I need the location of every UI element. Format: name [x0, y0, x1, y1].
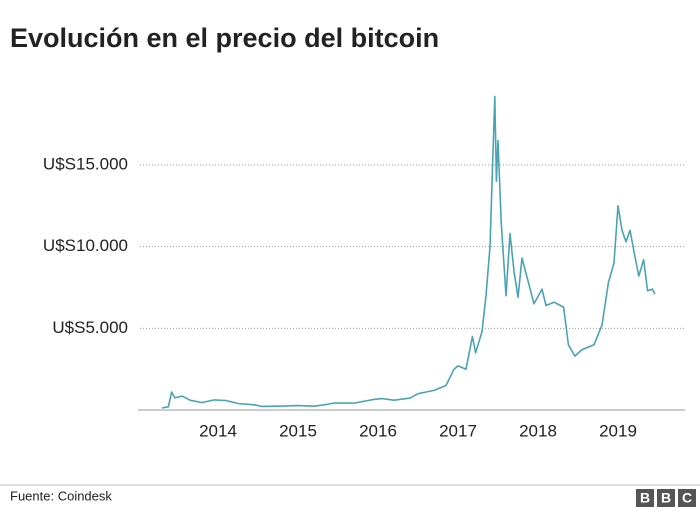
logo-letter: B	[640, 490, 650, 506]
logo-box	[657, 489, 675, 507]
x-tick-label: 2019	[599, 421, 637, 440]
y-tick-label: U$S10.000	[43, 236, 128, 255]
x-tick-label: 2016	[359, 421, 397, 440]
source: Fuente: Coindesk	[10, 488, 112, 503]
x-tick-label: 2014	[199, 421, 237, 440]
logo-box	[678, 489, 696, 507]
logo-letter: B	[661, 490, 671, 506]
logo-letter: C	[682, 490, 692, 506]
chart-title: Evolución en el precio del bitcoin	[10, 23, 439, 53]
y-tick-label: U$S15.000	[43, 154, 128, 173]
x-tick-label: 2017	[439, 421, 477, 440]
x-tick-label: 2015	[279, 421, 317, 440]
x-tick-label: 2018	[519, 421, 557, 440]
logo-box	[636, 489, 654, 507]
y-tick-label: U$S5.000	[52, 318, 128, 337]
price-line	[161, 95, 656, 409]
